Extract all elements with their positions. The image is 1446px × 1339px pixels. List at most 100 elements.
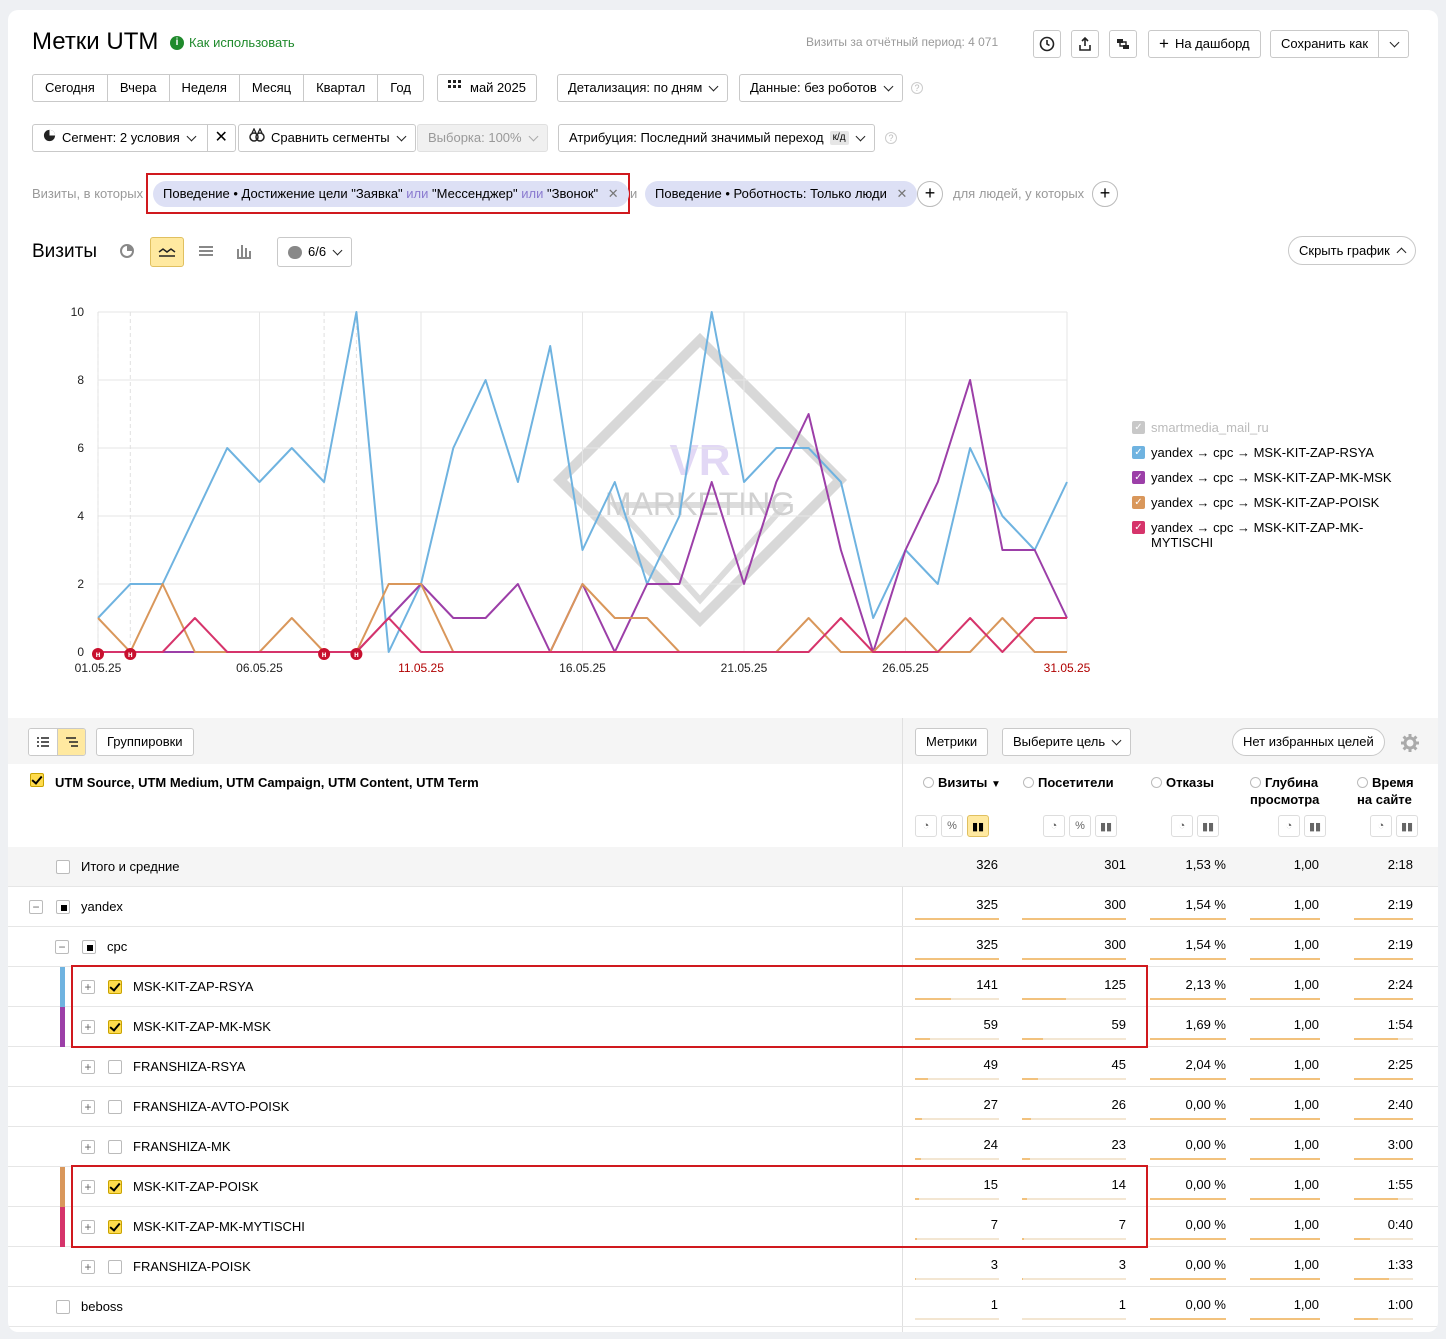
tab-month[interactable]: Месяц <box>240 75 305 101</box>
close-icon[interactable]: ✕ <box>607 186 619 201</box>
dimension-checkbox[interactable] <box>30 773 44 787</box>
date-picker-button[interactable]: май 2025 <box>437 74 537 102</box>
row-checkbox[interactable] <box>108 1220 122 1234</box>
metrics-button[interactable]: Метрики <box>915 728 989 756</box>
legend-checkbox-icon[interactable]: ✓ <box>1132 446 1145 459</box>
legend-item[interactable]: ✓ yandex → cpc → MSK-KIT-ZAP-MK-MSK <box>1132 470 1422 485</box>
row-checkbox[interactable] <box>108 1140 122 1154</box>
percent-view-icon[interactable]: % <box>941 815 963 837</box>
pie-view-icon[interactable]: ◔ <box>915 815 937 837</box>
legend-checkbox-icon[interactable]: ✓ <box>1132 471 1145 484</box>
row-checkbox[interactable] <box>108 1100 122 1114</box>
expand-icon[interactable]: + <box>81 1180 95 1194</box>
col-visitors-header[interactable]: Посетители <box>1023 774 1114 791</box>
help-link[interactable]: i Как использовать <box>170 35 295 50</box>
col-visits-header[interactable]: Визиты ▼ <box>923 774 1001 793</box>
list-view-icon[interactable] <box>29 729 57 755</box>
row-label[interactable]: FRANSHIZA-RSYA <box>133 1059 246 1074</box>
row-checkbox[interactable] <box>108 980 122 994</box>
row-checkbox[interactable] <box>108 1260 122 1274</box>
tab-yesterday[interactable]: Вчера <box>108 75 170 101</box>
row-checkbox[interactable] <box>56 1300 70 1314</box>
detail-dropdown[interactable]: Детализация: по дням <box>557 74 729 102</box>
tree-view-icon[interactable] <box>57 729 85 755</box>
row-checkbox[interactable] <box>108 1060 122 1074</box>
row-label[interactable]: MSK-KIT-ZAP-POISK <box>133 1179 259 1194</box>
gear-icon[interactable] <box>1401 734 1419 755</box>
col-bounces-header[interactable]: Отказы <box>1151 774 1214 791</box>
pie-view-icon[interactable]: ◔ <box>1370 815 1392 837</box>
shuffle-icon[interactable] <box>1109 30 1137 58</box>
dimension-header[interactable]: UTM Source, UTM Medium, UTM Campaign, UT… <box>55 775 479 790</box>
col-depth-header[interactable]: Глубина просмотра <box>1250 774 1335 808</box>
row-label[interactable]: MSK-KIT-ZAP-MK-MSK <box>133 1019 271 1034</box>
pie-view-icon[interactable]: ◔ <box>1043 815 1065 837</box>
percent-view-icon[interactable]: % <box>1069 815 1091 837</box>
bar-view-icon[interactable]: ▮▮ <box>1304 815 1326 837</box>
table-row[interactable]: + FRANSHIZA-MK 24 23 0,00 % 1,00 3:00 <box>8 1127 1438 1167</box>
legend-item[interactable]: ✓ smartmedia_mail_ru <box>1132 420 1422 435</box>
row-checkbox[interactable] <box>56 900 70 914</box>
row-checkbox[interactable] <box>108 1180 122 1194</box>
export-icon[interactable] <box>1071 30 1099 58</box>
expand-icon[interactable]: + <box>81 1020 95 1034</box>
bar-chart-icon[interactable] <box>236 243 252 262</box>
groupings-button[interactable]: Группировки <box>96 728 194 756</box>
table-row[interactable]: + MSK-KIT-ZAP-POISK 15 14 0,00 % 1,00 1:55 <box>8 1167 1438 1207</box>
row-label[interactable]: FRANSHIZA-MK <box>133 1139 231 1154</box>
favorite-goals-button[interactable]: Нет избранных целей <box>1232 728 1385 756</box>
bar-view-icon[interactable]: ▮▮ <box>1197 815 1219 837</box>
row-checkbox[interactable] <box>82 940 96 954</box>
legend-item[interactable]: ✓ yandex → cpc → MSK-KIT-ZAP-POISK <box>1132 495 1422 510</box>
area-chart-icon[interactable] <box>198 244 214 261</box>
hide-chart-button[interactable]: Скрыть график <box>1288 236 1416 265</box>
table-row[interactable]: − cpc 325 300 1,54 % 1,00 2:19 <box>8 927 1438 967</box>
series-selector-button[interactable]: 6/6 <box>277 237 353 267</box>
line-chart-icon[interactable] <box>150 237 184 267</box>
bar-view-icon[interactable]: ▮▮ <box>1095 815 1117 837</box>
table-row[interactable]: beboss 1 1 0,00 % 1,00 1:00 <box>8 1287 1438 1327</box>
table-row[interactable]: + FRANSHIZA-POISK 3 3 0,00 % 1,00 1:33 <box>8 1247 1438 1287</box>
filter-tag-goals[interactable]: Поведение • Достижение цели "Заявка" или… <box>153 181 629 207</box>
compare-segments-button[interactable]: Сравнить сегменты <box>238 124 416 152</box>
collapse-icon[interactable]: − <box>55 940 69 954</box>
row-checkbox[interactable] <box>56 860 70 874</box>
bar-view-icon[interactable]: ▮▮ <box>967 815 989 837</box>
attribution-button[interactable]: Атрибуция: Последний значимый переход к/… <box>558 124 875 152</box>
tab-week[interactable]: Неделя <box>170 75 240 101</box>
table-row[interactable]: + FRANSHIZA-AVTO-POISK 27 26 0,00 % 1,00 2:40 <box>8 1087 1438 1127</box>
col-time-header[interactable]: Время на сайте <box>1357 774 1427 808</box>
bar-view-icon[interactable]: ▮▮ <box>1396 815 1418 837</box>
expand-icon[interactable]: + <box>81 1140 95 1154</box>
totals-row[interactable]: Итого и средние 326 301 1,53 % 1,00 2:18 <box>8 847 1438 887</box>
pie-view-icon[interactable]: ◔ <box>1278 815 1300 837</box>
expand-icon[interactable]: + <box>81 1260 95 1274</box>
goal-select-dropdown[interactable]: Выберите цель <box>1002 728 1132 756</box>
add-condition-button[interactable]: + <box>917 181 943 207</box>
segment-button[interactable]: Сегмент: 2 условия ✕ <box>32 124 236 152</box>
clock-icon[interactable] <box>1033 30 1061 58</box>
sample-button[interactable]: Выборка: 100% <box>417 124 548 152</box>
legend-item[interactable]: ✓ yandex → cpc → MSK-KIT-ZAP-RSYA <box>1132 445 1422 460</box>
tab-quarter[interactable]: Квартал <box>304 75 379 101</box>
tab-year[interactable]: Год <box>390 80 411 95</box>
row-label[interactable]: cpc <box>107 939 128 954</box>
expand-icon[interactable]: + <box>81 1220 95 1234</box>
row-label[interactable]: beboss <box>81 1299 123 1314</box>
close-icon[interactable]: ✕ <box>896 186 908 201</box>
table-row[interactable]: + MSK-KIT-ZAP-RSYA 141 125 2,13 % 1,00 2:24 <box>8 967 1438 1007</box>
tab-today[interactable]: Сегодня <box>33 75 108 101</box>
data-dropdown[interactable]: Данные: без роботов <box>739 74 903 102</box>
expand-icon[interactable]: + <box>81 980 95 994</box>
legend-checkbox-icon[interactable]: ✓ <box>1132 521 1145 534</box>
filter-tag-robots[interactable]: Поведение • Роботность: Только люди ✕ <box>645 181 918 207</box>
row-label[interactable]: MSK-KIT-ZAP-RSYA <box>133 979 254 994</box>
help-icon[interactable]: ? <box>911 82 923 94</box>
row-label[interactable]: Итого и средние <box>81 859 180 874</box>
pie-view-icon[interactable]: ◔ <box>1171 815 1193 837</box>
collapse-icon[interactable]: − <box>29 900 43 914</box>
legend-item[interactable]: ✓ yandex → cpc → MSK-KIT-ZAP-MK-MYTISCHI <box>1132 520 1422 550</box>
row-checkbox[interactable] <box>108 1020 122 1034</box>
row-label[interactable]: FRANSHIZA-POISK <box>133 1259 251 1274</box>
save-as-dropdown[interactable] <box>1378 31 1408 57</box>
